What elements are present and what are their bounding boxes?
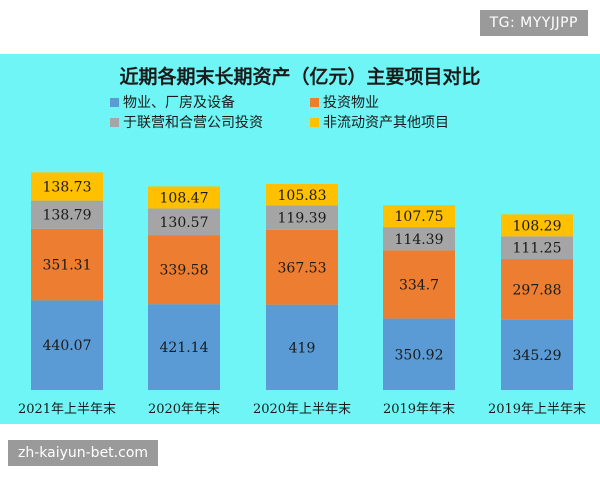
bar-associates-0 bbox=[31, 200, 103, 229]
data-label-associates-2: 119.39 bbox=[278, 211, 327, 227]
data-label-associates-4: 111.25 bbox=[513, 241, 562, 257]
legend-item-other-noncurrent: 非流动资产其他项目 bbox=[310, 112, 449, 132]
bar-associates-1 bbox=[148, 208, 220, 236]
legend-swatch-other-noncurrent bbox=[310, 117, 319, 127]
chart-title: 近期各期末长期资产（亿元）主要项目对比 bbox=[119, 66, 481, 88]
bar-ppe-3 bbox=[383, 318, 455, 390]
bar-associates-3 bbox=[383, 227, 455, 251]
data-label-other-noncurrent-2: 105.83 bbox=[278, 188, 327, 204]
bar-investment-property-4 bbox=[501, 259, 573, 320]
tg-badge: TG: MYYJJPP bbox=[479, 10, 588, 36]
bar-ppe-1 bbox=[148, 304, 220, 390]
data-label-associates-1: 130.57 bbox=[160, 215, 209, 231]
bar-investment-property-3 bbox=[383, 250, 455, 319]
legend-swatch-ppe bbox=[110, 97, 119, 107]
data-label-associates-0: 138.79 bbox=[43, 208, 92, 224]
data-label-other-noncurrent-0: 138.73 bbox=[43, 179, 92, 195]
bar-ppe-2 bbox=[266, 304, 338, 390]
legend-label-investment-property: 投资物业 bbox=[323, 95, 379, 111]
data-label-associates-3: 114.39 bbox=[395, 232, 444, 248]
legend-item-investment-property: 投资物业 bbox=[310, 92, 379, 112]
legend-swatch-associates bbox=[110, 117, 119, 127]
legend-item-associates: 于联营和合营公司投资 bbox=[110, 112, 263, 132]
data-label-ppe-1: 421.14 bbox=[160, 340, 209, 356]
bar-other-noncurrent-3 bbox=[383, 205, 455, 228]
data-label-other-noncurrent-1: 108.47 bbox=[160, 190, 209, 206]
data-label-other-noncurrent-4: 108.29 bbox=[513, 218, 562, 234]
legend-swatch-investment-property bbox=[310, 97, 319, 107]
data-label-ppe-3: 350.92 bbox=[395, 347, 444, 363]
data-label-ppe-0: 440.07 bbox=[43, 338, 92, 354]
bar-investment-property-2 bbox=[266, 229, 338, 305]
bar-investment-property-1 bbox=[148, 235, 220, 305]
bar-associates-2 bbox=[266, 205, 338, 230]
data-label-investment-property-2: 367.53 bbox=[278, 260, 327, 276]
bar-associates-4 bbox=[501, 236, 573, 260]
bar-other-noncurrent-1 bbox=[148, 186, 220, 209]
data-label-other-noncurrent-3: 107.75 bbox=[395, 209, 444, 225]
bar-other-noncurrent-2 bbox=[266, 184, 338, 206]
bar-other-noncurrent-0 bbox=[31, 172, 103, 201]
category-label-1: 2020年年末 bbox=[148, 402, 220, 417]
legend-label-ppe: 物业、厂房及设备 bbox=[123, 95, 235, 111]
bar-ppe-4 bbox=[501, 319, 573, 390]
data-label-ppe-4: 345.29 bbox=[513, 348, 562, 364]
category-label-2: 2020年上半年末 bbox=[253, 402, 351, 417]
data-label-investment-property-4: 297.88 bbox=[513, 282, 562, 298]
category-label-0: 2021年上半年末 bbox=[18, 402, 116, 417]
category-label-4: 2019年上半年末 bbox=[488, 402, 586, 417]
data-label-investment-property-1: 339.58 bbox=[160, 263, 209, 279]
data-label-investment-property-3: 334.7 bbox=[399, 277, 439, 293]
category-label-3: 2019年年末 bbox=[383, 402, 455, 417]
bar-investment-property-0 bbox=[31, 228, 103, 301]
bar-other-noncurrent-4 bbox=[501, 214, 573, 237]
data-label-investment-property-0: 351.31 bbox=[43, 258, 92, 274]
legend-label-other-noncurrent: 非流动资产其他项目 bbox=[323, 115, 449, 131]
site-watermark: zh-kaiyun-bet.com bbox=[8, 440, 159, 466]
bar-ppe-0 bbox=[31, 300, 103, 390]
data-label-ppe-2: 419 bbox=[289, 340, 316, 356]
legend-item-ppe: 物业、厂房及设备 bbox=[110, 92, 235, 112]
legend-label-associates: 于联营和合营公司投资 bbox=[123, 115, 263, 131]
